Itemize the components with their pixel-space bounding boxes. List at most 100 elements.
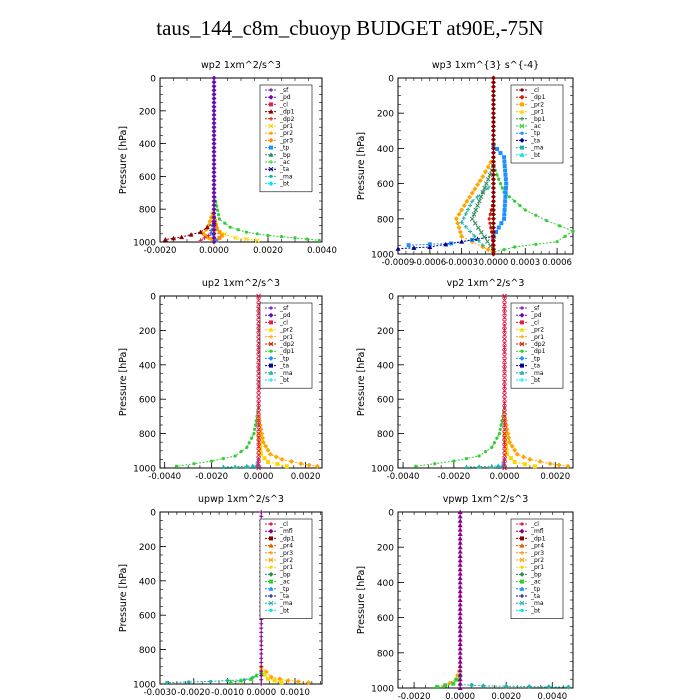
data-point (503, 186, 508, 190)
data-point (253, 423, 258, 427)
y-tick-label: 1000 (371, 465, 394, 475)
y-tick-label: 400 (377, 145, 394, 155)
data-point (217, 217, 221, 221)
legend-entry: _mfl (279, 528, 293, 535)
x-tick-label: 0.0000 (490, 472, 520, 482)
legend-entry: _bp (530, 571, 542, 578)
data-point (502, 392, 507, 398)
x-tick-label: 0.0020 (253, 246, 283, 256)
data-point (477, 454, 481, 458)
data-point (314, 463, 320, 469)
data-point (459, 207, 465, 213)
legend-entry: _pr2 (530, 557, 544, 564)
y-tick-label: 0 (150, 75, 156, 85)
legend-marker (269, 306, 273, 310)
x-tick-label: 0.0003 (510, 258, 540, 268)
data-point (452, 459, 456, 463)
data-point (546, 684, 552, 690)
data-point (206, 233, 211, 238)
data-point (503, 683, 509, 689)
series-pr2 (258, 664, 311, 686)
data-point (457, 557, 463, 563)
data-point (476, 464, 482, 469)
y-tick-label: 1000 (133, 239, 156, 249)
data-point (211, 91, 217, 97)
data-point (266, 233, 270, 238)
y-axis-label: Pressure [hPa] (356, 132, 367, 200)
y-tick-label: 400 (139, 577, 156, 587)
x-tick-label: 0.0006 (542, 258, 572, 268)
data-point (457, 562, 463, 567)
legend-marker (268, 370, 274, 375)
data-point (490, 189, 496, 195)
legend-entry: _bp (279, 571, 291, 578)
legend-marker (269, 378, 273, 382)
data-point (502, 203, 507, 208)
data-point (259, 664, 264, 669)
legend-box (510, 302, 564, 389)
series-dp1 (414, 406, 507, 468)
data-point (475, 203, 480, 208)
y-tick-label: 800 (139, 646, 156, 656)
data-point (259, 669, 264, 674)
data-point (457, 549, 463, 554)
legend-marker (269, 116, 273, 121)
data-point (259, 682, 264, 686)
legend-marker (269, 320, 273, 325)
data-point (211, 132, 217, 138)
data-point (463, 464, 469, 470)
legend-entry: _ma (279, 370, 293, 377)
data-point (497, 432, 502, 436)
data-point (211, 214, 217, 220)
data-point (259, 514, 264, 519)
data-point (211, 227, 217, 233)
data-point (518, 204, 522, 208)
data-point (466, 207, 470, 212)
data-point (247, 441, 251, 445)
y-tick-label: 600 (377, 396, 394, 406)
data-point (256, 457, 261, 462)
data-point (472, 186, 478, 192)
data-point (260, 435, 266, 441)
data-point (502, 366, 507, 372)
data-point (490, 88, 496, 94)
data-point (262, 672, 267, 677)
data-point (490, 229, 496, 235)
data-point (272, 678, 277, 683)
data-point (502, 414, 507, 419)
data-point (457, 601, 463, 607)
data-point (500, 186, 504, 190)
data-point (209, 232, 213, 236)
data-point (490, 119, 496, 125)
legend-entry: _pr2 (279, 130, 293, 137)
legend-entry: _dp1 (530, 348, 546, 355)
data-point (480, 243, 485, 248)
y-tick-label: 1000 (133, 681, 156, 691)
data-point (256, 418, 261, 424)
data-point (469, 216, 475, 222)
data-point (537, 459, 543, 465)
data-point (457, 632, 463, 638)
legend-entry: _cl (530, 87, 539, 94)
data-point (245, 445, 249, 449)
x-tick-label: -0.0010 (211, 688, 244, 698)
data-point (220, 464, 226, 470)
data-point (523, 208, 527, 212)
data-point (211, 161, 217, 167)
data-point (256, 405, 261, 411)
chart-title: wp3 1xm^{3} s^{-4} (432, 60, 539, 71)
data-point (211, 108, 217, 114)
y-tick-label: 400 (377, 579, 394, 589)
legend-marker (519, 543, 525, 548)
data-point (508, 456, 513, 461)
data-point (211, 178, 217, 183)
data-point (502, 212, 507, 217)
data-point (475, 182, 481, 188)
data-point (256, 401, 261, 406)
x-tick-label: -0.0040 (148, 472, 181, 482)
data-point (317, 238, 321, 242)
x-tick-label: 0.0040 (537, 692, 567, 700)
data-point (211, 145, 217, 151)
legend-entry: _pr3 (279, 137, 293, 144)
data-point (259, 621, 264, 626)
